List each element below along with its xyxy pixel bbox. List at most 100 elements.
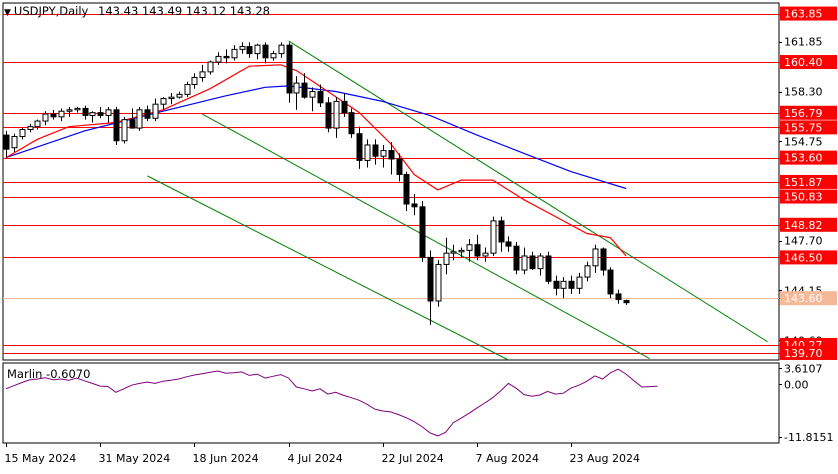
channel-line [202, 113, 650, 360]
indicator-axis-label: 3.6107 [784, 362, 823, 375]
level-label: 139.70 [784, 347, 823, 360]
level-label: 146.50 [784, 251, 823, 264]
time-axis-label: 23 Aug 2024 [570, 452, 640, 465]
candle-body [301, 82, 308, 98]
candle-body [348, 112, 355, 135]
indicator-value: -0.6070 [46, 367, 91, 381]
price-axis-label: 147.70 [784, 235, 823, 248]
time-axis-label: 18 Jun 2024 [193, 452, 259, 465]
candle-body [11, 136, 18, 149]
candle-body [3, 134, 10, 150]
candle-body [372, 144, 379, 157]
current-price-label: 143.60 [784, 292, 823, 305]
candle-body [615, 293, 622, 301]
time-axis-label: 4 Jul 2024 [288, 452, 343, 465]
candle-body [450, 251, 457, 254]
candle-body [341, 100, 348, 114]
candle-body [309, 91, 316, 98]
price-axis-label: 154.75 [784, 135, 823, 148]
candle-body [584, 265, 591, 278]
time-axis-label: 22 Jul 2024 [382, 452, 444, 465]
candle-body [42, 113, 49, 122]
candle-body [121, 119, 128, 142]
candle-body [435, 263, 442, 302]
candle-body [191, 76, 198, 86]
candle-body [254, 44, 261, 55]
candle-body [568, 280, 575, 289]
candle-body [537, 255, 544, 270]
level-label: 160.40 [784, 56, 823, 69]
channel-line [288, 40, 768, 343]
candle-body [215, 55, 222, 63]
level-label: 150.83 [784, 191, 823, 204]
candle-body [82, 107, 89, 116]
level-label-bg [780, 105, 837, 120]
candle-body [498, 220, 505, 243]
level-label: 156.79 [784, 107, 823, 120]
candle-body [553, 280, 560, 289]
candle-body [286, 44, 293, 94]
candle-body [19, 128, 26, 138]
candle-body [576, 276, 583, 289]
candle-body [34, 120, 41, 128]
marlin-line [5, 368, 658, 437]
candle-body [521, 255, 528, 271]
close-value: 143.28 [229, 4, 270, 18]
indicator-label: Marlin -0.6070 [7, 367, 90, 381]
level-label-bg [780, 150, 837, 165]
ma-fast-line [5, 64, 627, 257]
candle-body [293, 82, 300, 94]
candle-body [600, 248, 607, 271]
level-label: 153.60 [784, 152, 823, 165]
level-label-bg [780, 174, 837, 189]
candle-body [129, 119, 136, 129]
symbol-label: USDJPY,Daily [13, 4, 89, 18]
candle-body [239, 46, 246, 50]
candle-body [74, 107, 81, 111]
level-label-bg [780, 217, 837, 232]
candle-body [529, 255, 536, 270]
candle-body [176, 93, 183, 98]
level-label-bg [780, 6, 837, 21]
candle-body [388, 150, 395, 160]
level-label-bg [780, 120, 837, 135]
channel-line [147, 175, 509, 361]
candle-body [223, 55, 230, 59]
candle-body [325, 102, 332, 129]
candle-body [50, 113, 57, 118]
candle-body [105, 109, 112, 116]
price-panel-frame [2, 2, 780, 361]
price-axis-label: 158.30 [784, 86, 823, 99]
candle-body [231, 48, 238, 59]
indicator-name: Marlin [7, 367, 43, 381]
candle-body [278, 44, 285, 55]
candle-body [623, 300, 630, 304]
candle-body [560, 280, 567, 289]
candle-body [380, 150, 387, 157]
candle-body [97, 112, 104, 116]
candle-body [482, 252, 489, 257]
candle-body [592, 248, 599, 267]
candle-body [474, 244, 481, 257]
candle-body [144, 109, 151, 119]
candle-body [419, 206, 426, 258]
candle-body [466, 244, 473, 251]
candle-body [152, 103, 159, 119]
candle-body [184, 84, 191, 95]
candle-body [364, 144, 371, 161]
indicator-panel-frame [2, 362, 780, 444]
candle-body [27, 126, 34, 130]
candle-body [168, 96, 175, 100]
candle-body [262, 44, 269, 59]
level-label: 163.85 [784, 8, 823, 21]
candle-body [356, 133, 363, 161]
dropdown-arrow-icon[interactable]: ▼ [4, 8, 11, 18]
price-axis-label: 161.85 [784, 36, 823, 49]
low-value: 143.12 [185, 4, 227, 18]
candle-body [66, 109, 73, 112]
candle-body [199, 71, 206, 78]
candle-body [246, 46, 253, 55]
candle-body [207, 61, 214, 73]
